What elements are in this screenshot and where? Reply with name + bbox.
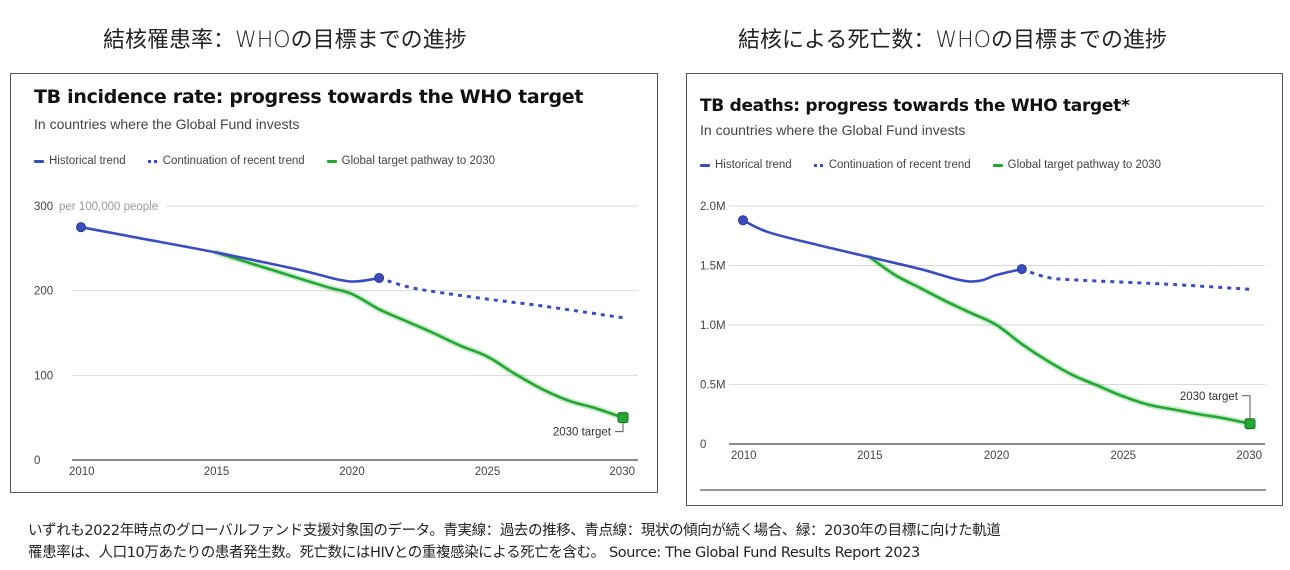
target-series-line [868, 255, 1252, 426]
historical-point-marker [76, 222, 86, 233]
legend-historical-label: Historical trend [715, 159, 792, 171]
target-label-leader [1242, 395, 1251, 419]
y-tick-label: 200 [34, 286, 53, 298]
continuation-series-line [378, 276, 624, 320]
target-2030-marker [1244, 418, 1256, 430]
japanese-title-incidence: 結核罹患率：WHOの目標までの進捗 [103, 28, 467, 53]
legend-continuation: Continuation of recent trend [147, 155, 305, 167]
legend-target: Global target pathway to 2030 [992, 159, 1162, 171]
legend-target-swatch [326, 159, 337, 163]
y-tick-label: 0 [34, 455, 40, 467]
y-tick-label: 1.5M [700, 261, 726, 273]
legend-target-label: Global target pathway to 2030 [1007, 159, 1162, 171]
legend-continuation-swatch [813, 163, 824, 167]
target-2030-label: 2030 target [1180, 391, 1239, 403]
historical-series-line [741, 218, 1024, 283]
target-2030-label: 2030 target [553, 427, 612, 439]
historical-point-marker [374, 272, 385, 283]
x-tick-label: 2020 [339, 466, 365, 478]
y-tick-label: 0 [700, 439, 706, 451]
legend-continuation: Continuation of recent trend [813, 159, 971, 171]
incidence-chart-title: TB incidence rate: progress towards the … [34, 86, 584, 108]
legend-continuation-label: Continuation of recent trend [162, 155, 305, 167]
deaths-chart-subtitle: In countries where the Global Fund inves… [700, 122, 966, 138]
x-tick-label: 2010 [69, 466, 95, 478]
legend-historical-swatch [34, 159, 44, 163]
continuation-series-line [1021, 267, 1251, 291]
legend-target: Global target pathway to 2030 [326, 155, 496, 167]
y-axis-unit-label: per 100,000 people [59, 201, 158, 213]
incidence-legend: Historical trend Continuation of recent … [34, 155, 517, 167]
historical-point-marker [1016, 264, 1027, 275]
historical-series-line [79, 225, 381, 283]
legend-target-swatch [992, 163, 1003, 167]
target-label-leader [615, 422, 624, 433]
footer-note-line-2: 罹患率は、人口10万あたりの患者発生数。死亡数にはHIVとの重複感染による死亡を… [28, 545, 920, 561]
x-tick-label: 2030 [1236, 450, 1262, 462]
legend-continuation-label: Continuation of recent trend [828, 159, 971, 171]
x-tick-label: 2025 [1110, 450, 1136, 462]
y-tick-label: 2.0M [700, 201, 726, 213]
x-tick-label: 2020 [984, 450, 1010, 462]
legend-continuation-swatch [147, 159, 158, 163]
deaths-chart-title: TB deaths: progress towards the WHO targ… [700, 96, 1130, 116]
y-tick-label: 300 [34, 201, 53, 213]
x-tick-label: 2030 [609, 466, 635, 478]
footer-note-line-1: いずれも2022年時点のグローバルファンド支援対象国のデータ。青実線：過去の推移… [28, 523, 1001, 539]
x-tick-label: 2010 [731, 450, 757, 462]
incidence-chart-subtitle: In countries where the Global Fund inves… [34, 116, 300, 132]
legend-target-label: Global target pathway to 2030 [341, 155, 496, 167]
legend-historical: Historical trend [700, 159, 792, 171]
legend-historical-label: Historical trend [49, 155, 126, 167]
y-tick-label: 100 [34, 370, 53, 382]
x-tick-label: 2015 [204, 466, 230, 478]
deaths-legend: Historical trend Continuation of recent … [700, 159, 1183, 171]
japanese-title-deaths: 結核による死亡数：WHOの目標までの進捗 [738, 28, 1167, 53]
x-tick-label: 2015 [857, 450, 883, 462]
deaths-chart-frame [686, 73, 1283, 506]
target-series-line [215, 251, 625, 419]
historical-point-marker [738, 215, 748, 226]
legend-historical-swatch [700, 163, 710, 167]
legend-historical: Historical trend [34, 155, 126, 167]
x-tick-label: 2025 [475, 466, 501, 478]
y-tick-label: 0.5M [700, 380, 726, 392]
incidence-chart-frame [10, 73, 658, 493]
y-tick-label: 1.0M [700, 320, 726, 332]
